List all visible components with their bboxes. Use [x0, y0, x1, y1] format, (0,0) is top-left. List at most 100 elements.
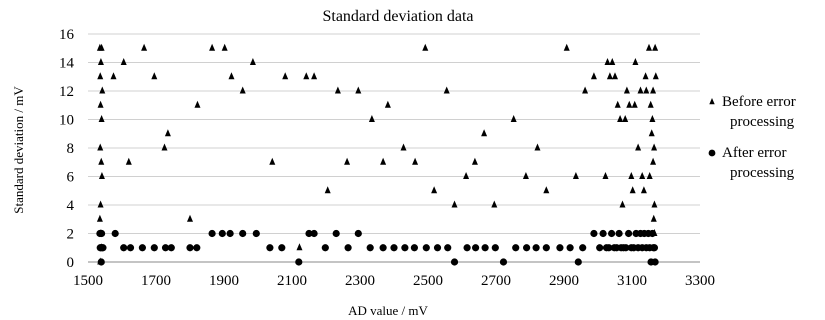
circle-point: [366, 244, 374, 252]
triangle-point: [99, 86, 106, 94]
triangle-point: [649, 115, 656, 122]
circle-point: [98, 229, 106, 238]
y-tick-labels: 0 2 4 6 8 10 12 14 16: [59, 27, 75, 271]
triangle-point: [582, 86, 589, 94]
y-tick-label: 4: [67, 198, 75, 214]
triangle-point: [269, 157, 276, 165]
y-tick-label: 14: [59, 56, 75, 72]
triangle-point: [651, 143, 658, 151]
circle-point: [321, 244, 329, 252]
y-tick-label: 2: [67, 227, 75, 243]
triangle-point: [161, 143, 168, 151]
circle-point: [481, 244, 489, 252]
x-tick-label: 1900: [209, 273, 239, 289]
triangle-point: [639, 172, 646, 179]
triangle-point: [97, 72, 104, 80]
triangle-point: [632, 58, 639, 65]
triangle-point: [543, 186, 550, 194]
triangle-point: [97, 143, 104, 151]
circle-point: [590, 229, 598, 238]
triangle-point: [187, 214, 193, 222]
circle-point: [186, 244, 194, 252]
circle-point: [226, 229, 234, 238]
series-before: [96, 43, 659, 265]
circle-point: [574, 258, 582, 266]
circle-point: [433, 244, 442, 252]
x-tick-label: 2300: [345, 273, 375, 289]
legend-circle-icon: [708, 149, 716, 157]
triangle-point: [451, 200, 458, 208]
circle-point: [650, 244, 659, 252]
triangle-point: [629, 186, 636, 194]
circle-point: [615, 229, 623, 238]
triangle-point: [194, 100, 201, 108]
triangle-point: [650, 86, 657, 94]
triangle-point: [97, 100, 104, 108]
circle-point: [422, 244, 430, 252]
triangle-point: [622, 115, 629, 122]
triangle-point: [164, 129, 171, 137]
triangle-point: [125, 157, 132, 165]
triangle-point: [631, 100, 638, 108]
triangle-point: [110, 72, 117, 80]
circle-point: [111, 229, 119, 238]
circle-point: [120, 244, 128, 252]
x-tick-label: 1500: [73, 273, 103, 289]
grid-lines: [88, 33, 700, 234]
y-tick-label: 8: [67, 141, 75, 157]
x-tick-label: 2700: [481, 273, 511, 289]
y-axis-label: Standard deviation / mV: [11, 86, 26, 214]
triangle-point: [98, 43, 105, 51]
circle-point: [491, 244, 499, 252]
circle-point: [379, 244, 387, 252]
triangle-point: [604, 58, 611, 65]
x-tick-label: 1700: [141, 273, 171, 289]
circle-point: [97, 258, 105, 266]
triangle-point: [590, 72, 597, 80]
triangle-point: [642, 72, 649, 80]
triangle-point: [606, 72, 613, 80]
triangle-point: [368, 115, 375, 122]
circle-point: [579, 244, 587, 252]
circle-point: [208, 229, 216, 238]
circle-point: [401, 244, 409, 252]
triangle-point: [303, 72, 310, 80]
triangle-point: [628, 172, 635, 179]
triangle-point: [355, 86, 362, 94]
triangle-point: [384, 100, 391, 108]
triangle-point: [239, 86, 246, 94]
triangle-point: [651, 200, 658, 208]
triangle-point: [626, 100, 633, 108]
circle-point: [332, 229, 340, 238]
circle-point: [512, 244, 520, 252]
circle-point: [239, 229, 247, 238]
triangle-point: [640, 186, 647, 194]
triangle-point: [311, 72, 318, 80]
triangle-point: [412, 157, 419, 165]
triangle-point: [296, 243, 303, 251]
circle-point: [622, 244, 630, 252]
triangle-point: [637, 86, 644, 94]
x-tick-label: 2100: [277, 273, 307, 289]
x-axis-label: AD value / mV: [348, 303, 428, 318]
y-tick-label: 0: [67, 255, 75, 271]
chart-title: Standard deviation data: [322, 8, 473, 25]
circle-point: [99, 244, 107, 252]
circle-point: [463, 244, 471, 252]
triangle-point: [572, 172, 579, 179]
circle-point: [295, 258, 303, 266]
circle-point: [542, 244, 550, 252]
triangle-point: [612, 72, 618, 80]
circle-point: [523, 244, 531, 252]
triangle-point: [463, 172, 470, 179]
data-points: [96, 43, 659, 266]
circle-point: [354, 229, 362, 238]
y-tick-label: 10: [59, 113, 74, 129]
triangle-point: [120, 58, 127, 65]
legend-triangle-icon: [709, 97, 715, 105]
circle-point: [305, 229, 313, 238]
triangle-point: [534, 143, 541, 151]
triangle-point: [563, 43, 570, 51]
triangle-point: [422, 43, 429, 51]
triangle-point: [344, 157, 351, 165]
